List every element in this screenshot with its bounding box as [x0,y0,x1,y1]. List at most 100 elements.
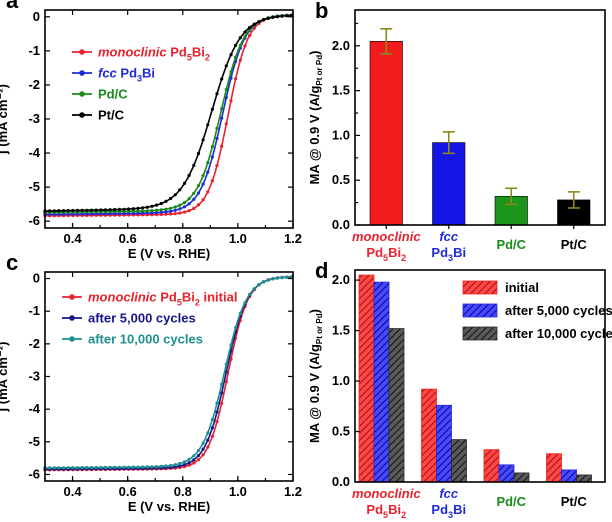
series-marker-3 [248,26,252,30]
label-tail: initial [200,290,238,305]
legend-marker [79,70,85,76]
series-marker-2 [150,465,154,469]
series-marker-2 [159,464,163,468]
series-marker-1 [192,458,196,462]
bar-0-1 [421,388,437,483]
y-tick-label: 0 [33,9,40,24]
series-marker-2 [252,287,256,291]
label-sub: 2 [195,298,200,308]
series-marker-2 [192,454,196,458]
label-name: Pd [160,290,177,305]
series-marker-0 [215,420,219,424]
plot-frame [354,269,606,483]
series-marker-1 [178,207,182,211]
series-marker-2 [136,209,140,213]
bar-0-3 [546,453,562,483]
panel-c-stability-polarization-chart: 0.4 0.6 0.8 1.0 1.2 0 -1 -2 -3 -4 -5 -6 E (V vs. RHE… [0,250,302,514]
label-name: Pt/C [98,108,125,123]
label-name2: Bi [388,502,401,517]
series-marker-3 [261,18,266,22]
bar-1 [432,142,466,226]
category-label: Pd5Bi2 [366,502,406,520]
y-tick-label: 0.0 [332,474,350,489]
series-marker-3 [192,163,196,167]
bar-1-3 [561,469,577,483]
series-marker-3 [122,207,126,211]
legend-label: monoclinic Pd5Bi2 [98,45,210,63]
label-sub: 3 [448,253,453,263]
legend-label: after 10,000 cycles [88,332,203,347]
series-marker-0 [192,206,196,210]
series-marker-2 [57,466,61,470]
series-marker-1 [201,182,205,186]
bar-2-2 [513,472,530,483]
series-marker-2 [71,466,75,470]
series-marker-0 [187,209,191,213]
y-tick-label: -5 [28,179,40,194]
series-marker-2 [238,311,242,316]
series-marker-1 [206,170,210,174]
series-marker-2 [224,362,228,366]
series-marker-2 [164,207,168,211]
series-marker-0 [215,163,219,168]
series-marker-0 [201,198,205,202]
series-marker-2 [94,465,98,470]
series-marker-2 [196,448,201,453]
legend-label: after 5,000 cycles [88,311,196,326]
series-marker-1 [215,136,219,141]
category-label: Pd/C [496,494,526,509]
series-marker-2 [103,465,107,469]
series-marker-3 [173,193,177,197]
series-marker-3 [266,16,270,20]
label-sub: 2 [401,510,406,520]
series-marker-0 [234,77,238,81]
series-marker-2 [261,280,266,284]
series-marker-2 [229,343,233,347]
legend-marker [69,336,75,342]
series-marker-0 [164,212,168,216]
series-marker-3 [66,209,70,213]
y-tick-label: -4 [28,145,40,160]
series-marker-0 [210,179,214,183]
label-name2: Bi [182,290,195,305]
series-marker-0 [173,212,177,216]
series-marker-3 [108,208,112,212]
category-label: Pd/C [496,237,526,252]
y-tick-label: 1.5 [332,83,350,98]
legend-marker [69,315,75,321]
label-name: Pd [170,45,187,60]
series-marker-2 [220,382,224,386]
series-marker-1 [159,210,163,214]
legend-swatch [462,326,498,341]
label-sub: 5 [383,253,388,263]
series-marker-0 [210,434,214,438]
label-sub: 3 [137,74,142,84]
label-italic: monoclinic [88,290,160,305]
series-marker-2 [271,277,275,281]
x-tick-label: 0.6 [119,484,137,499]
legend-label: fcc Pd3Bi [98,66,155,84]
series-marker-2 [150,209,154,213]
series-marker-0 [243,44,247,48]
label-sub: 5 [177,298,182,308]
bar-1-0 [373,281,390,483]
series-marker-2 [85,466,89,470]
series-marker-1 [155,211,159,215]
series-marker-2 [89,465,94,470]
series-marker-0 [178,211,182,215]
y-tick-label: -1 [28,43,40,58]
series-marker-3 [243,30,247,34]
series-marker-3 [94,208,98,212]
series-marker-3 [85,208,89,212]
series-marker-0 [238,58,242,62]
bar-0-2 [483,449,500,483]
series-marker-3 [155,203,159,207]
y-label-main: MA @ 0.9 V (A/g [307,344,322,443]
category-label-italic: fcc [439,229,459,244]
legend-label: monoclinic Pd5Bi2 initial [88,290,237,308]
y-tick-label: -2 [28,77,40,92]
series-marker-2 [206,161,210,165]
bar-0 [369,41,403,226]
category-label-italic: monoclinic [352,229,421,244]
label-name2: Bi [453,245,466,260]
